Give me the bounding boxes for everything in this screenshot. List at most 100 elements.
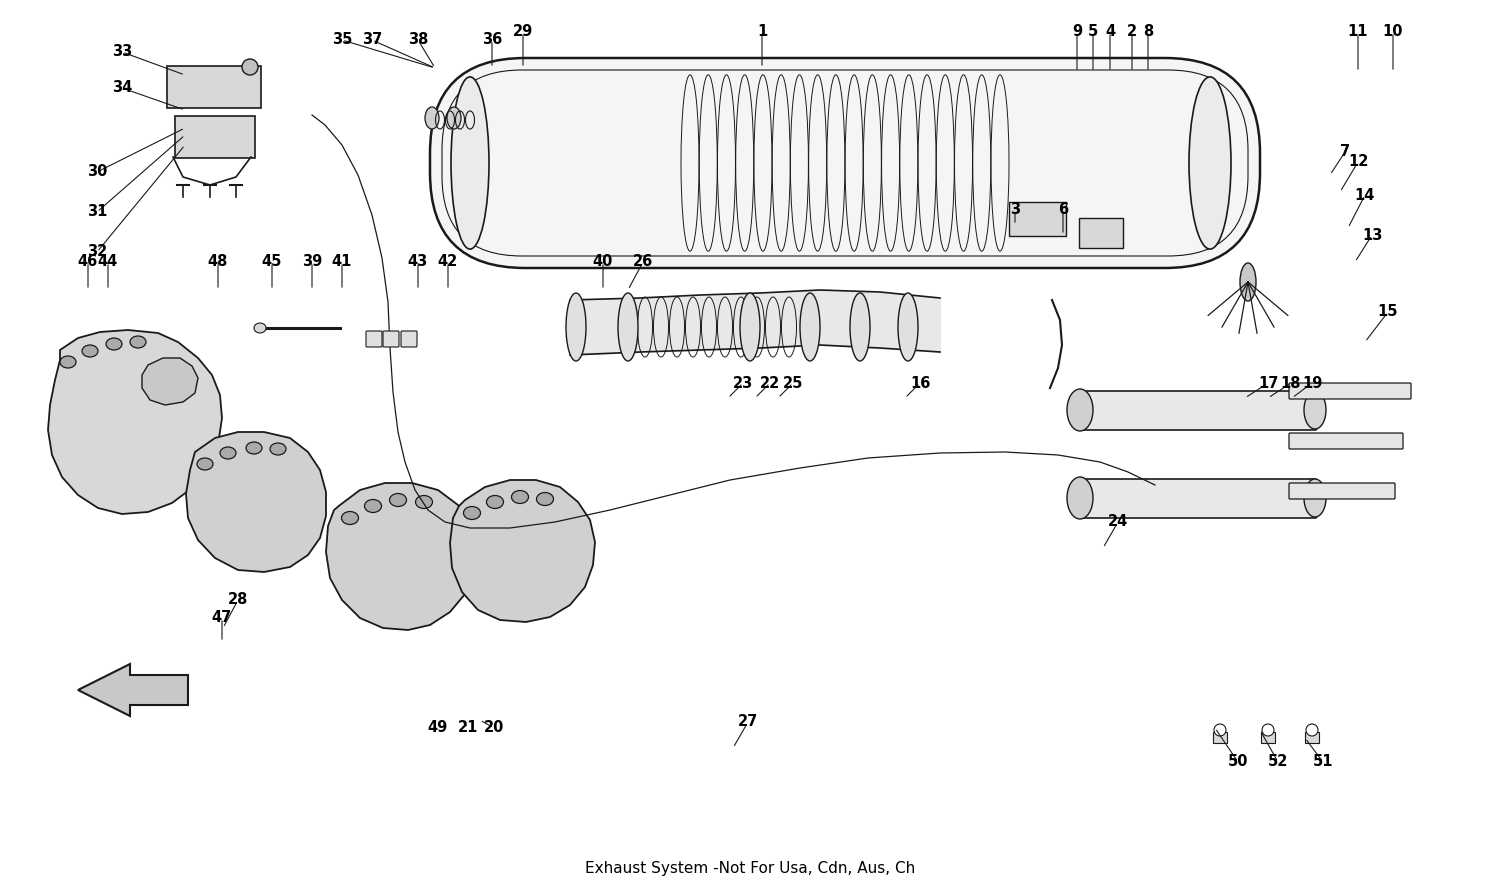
Text: 46: 46: [78, 255, 98, 269]
Text: 35: 35: [332, 32, 352, 47]
Text: 32: 32: [87, 244, 106, 259]
Ellipse shape: [740, 293, 760, 361]
Text: 5: 5: [1088, 24, 1098, 39]
Ellipse shape: [1066, 389, 1094, 431]
Text: 51: 51: [1312, 755, 1334, 770]
Circle shape: [1262, 724, 1274, 736]
Text: 48: 48: [209, 255, 228, 269]
Ellipse shape: [130, 336, 146, 348]
Ellipse shape: [898, 293, 918, 361]
Text: 13: 13: [1362, 227, 1382, 242]
Ellipse shape: [800, 293, 820, 361]
Text: Exhaust System -Not For Usa, Cdn, Aus, Ch: Exhaust System -Not For Usa, Cdn, Aus, C…: [585, 862, 915, 877]
Text: 45: 45: [262, 255, 282, 269]
Text: 12: 12: [1348, 154, 1368, 169]
FancyBboxPatch shape: [176, 116, 255, 158]
Text: 28: 28: [228, 593, 248, 608]
Ellipse shape: [390, 494, 406, 506]
FancyBboxPatch shape: [166, 66, 261, 108]
Ellipse shape: [82, 345, 98, 357]
Text: 29: 29: [513, 24, 532, 39]
FancyBboxPatch shape: [430, 58, 1260, 268]
Text: 18: 18: [1281, 375, 1300, 390]
FancyBboxPatch shape: [400, 331, 417, 347]
Text: 26: 26: [633, 255, 652, 269]
Ellipse shape: [364, 500, 381, 512]
Ellipse shape: [270, 443, 286, 455]
Ellipse shape: [342, 511, 358, 525]
FancyBboxPatch shape: [1212, 732, 1227, 742]
Text: 17: 17: [1258, 375, 1278, 390]
Text: 7: 7: [1340, 144, 1350, 159]
Ellipse shape: [452, 77, 489, 249]
Text: 39: 39: [302, 255, 322, 269]
Ellipse shape: [106, 338, 122, 350]
Text: 10: 10: [1383, 24, 1404, 39]
Text: 37: 37: [362, 32, 382, 47]
Text: 44: 44: [98, 255, 118, 269]
Ellipse shape: [1304, 391, 1326, 429]
Ellipse shape: [486, 495, 504, 509]
Ellipse shape: [566, 293, 586, 361]
FancyBboxPatch shape: [366, 331, 382, 347]
FancyBboxPatch shape: [382, 331, 399, 347]
Text: 49: 49: [427, 721, 448, 735]
FancyBboxPatch shape: [1288, 383, 1412, 399]
Text: 20: 20: [484, 721, 504, 735]
Text: 41: 41: [332, 255, 352, 269]
FancyBboxPatch shape: [1288, 433, 1402, 449]
Text: 14: 14: [1354, 187, 1376, 202]
Ellipse shape: [60, 356, 76, 368]
FancyBboxPatch shape: [1305, 732, 1318, 742]
Text: 2: 2: [1126, 24, 1137, 39]
Text: 16: 16: [910, 375, 930, 390]
Text: 24: 24: [1108, 514, 1128, 529]
Ellipse shape: [424, 107, 439, 129]
Text: 40: 40: [592, 255, 613, 269]
Text: 31: 31: [87, 205, 106, 219]
Ellipse shape: [512, 491, 528, 503]
Text: 34: 34: [112, 80, 132, 95]
Text: 47: 47: [211, 610, 232, 625]
Ellipse shape: [537, 493, 554, 505]
Ellipse shape: [447, 107, 460, 129]
Text: 27: 27: [738, 715, 758, 730]
Text: 23: 23: [734, 375, 753, 390]
Text: 36: 36: [482, 32, 502, 47]
Ellipse shape: [1190, 77, 1231, 249]
Polygon shape: [450, 480, 596, 622]
FancyBboxPatch shape: [1078, 218, 1124, 248]
Text: 30: 30: [87, 165, 106, 179]
FancyArrow shape: [78, 664, 188, 716]
Polygon shape: [48, 330, 222, 514]
Ellipse shape: [416, 495, 432, 509]
Ellipse shape: [1066, 477, 1094, 519]
Text: 25: 25: [783, 375, 802, 390]
Ellipse shape: [220, 447, 236, 459]
Text: 42: 42: [438, 255, 458, 269]
Text: 8: 8: [1143, 24, 1154, 39]
Text: 38: 38: [408, 32, 428, 47]
Text: 4: 4: [1106, 24, 1114, 39]
Ellipse shape: [1304, 479, 1326, 517]
Text: 11: 11: [1347, 24, 1368, 39]
Text: 52: 52: [1268, 755, 1288, 770]
Text: 43: 43: [408, 255, 428, 269]
Circle shape: [1306, 724, 1318, 736]
Ellipse shape: [618, 293, 638, 361]
FancyBboxPatch shape: [1010, 202, 1066, 236]
Ellipse shape: [850, 293, 870, 361]
Text: 6: 6: [1058, 202, 1068, 217]
Polygon shape: [186, 432, 326, 572]
Text: 9: 9: [1072, 24, 1082, 39]
FancyBboxPatch shape: [1260, 732, 1275, 742]
Ellipse shape: [1240, 263, 1256, 301]
Ellipse shape: [254, 323, 266, 333]
Text: 33: 33: [112, 45, 132, 60]
Text: 15: 15: [1377, 305, 1398, 320]
Ellipse shape: [196, 458, 213, 470]
Text: 22: 22: [760, 375, 780, 390]
Ellipse shape: [246, 442, 262, 454]
Text: 50: 50: [1227, 755, 1248, 770]
Polygon shape: [142, 358, 198, 405]
